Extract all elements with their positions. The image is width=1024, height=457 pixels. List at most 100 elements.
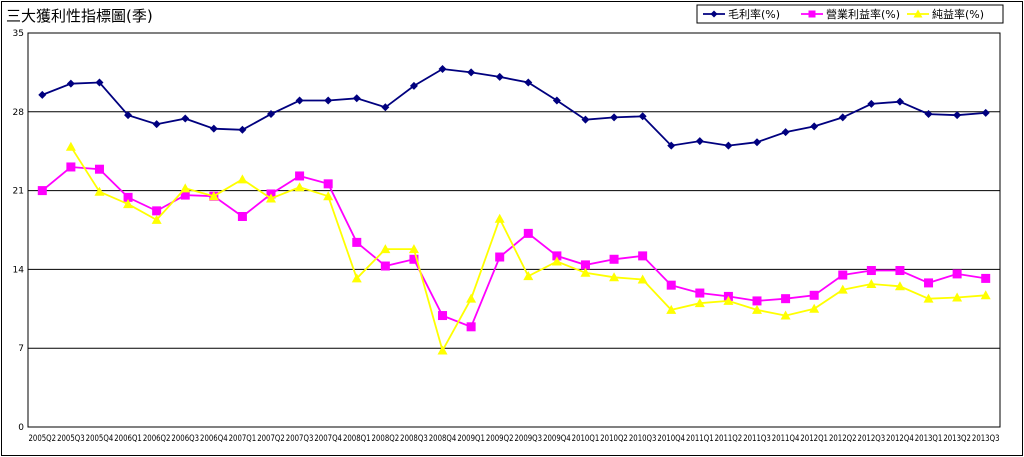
x-tick-label: 2013Q3: [972, 434, 1000, 444]
y-tick-label: 7: [18, 344, 24, 354]
y-axis: 0 7 14 21 28 35: [13, 29, 25, 433]
data-point: [180, 183, 191, 193]
data-point: [37, 186, 47, 196]
data-point: [208, 191, 219, 201]
x-tick-label: 2007Q2: [257, 434, 285, 444]
data-point: [209, 124, 218, 133]
data-point: [752, 304, 762, 314]
data-point: [295, 171, 305, 181]
y-tick-label: 21: [13, 187, 24, 197]
x-tick-label: 2012Q1: [800, 434, 828, 444]
data-point: [152, 120, 161, 129]
x-tick-label: 2008Q2: [372, 434, 400, 444]
legend-label: 營業利益率(%): [826, 7, 900, 21]
legend-marker: [808, 10, 816, 18]
x-tick-label: 2011Q4: [772, 434, 800, 444]
data-point: [809, 290, 819, 300]
x-tick-label: 2008Q1: [343, 434, 371, 444]
data-point: [580, 267, 591, 277]
x-tick-label: 2010Q4: [657, 434, 685, 444]
data-point: [237, 211, 247, 221]
x-tick-label: 2011Q2: [715, 434, 743, 444]
data-point: [924, 110, 933, 119]
data-point: [638, 112, 647, 121]
data-point: [810, 122, 819, 131]
x-tick-label: 2010Q2: [600, 434, 628, 444]
data-point: [838, 270, 848, 280]
data-point: [323, 179, 333, 189]
data-point: [753, 138, 761, 147]
x-tick-label: 2006Q3: [171, 434, 199, 444]
data-point: [438, 65, 447, 74]
x-tick-label: 2011Q3: [743, 434, 771, 444]
data-point: [381, 103, 390, 112]
y-tick-label: 35: [13, 29, 24, 39]
y-tick-label: 0: [18, 423, 24, 433]
x-tick-label: 2012Q4: [886, 434, 914, 444]
data-point: [95, 78, 104, 87]
series-line: [41, 166, 986, 328]
x-tick-label: 2006Q1: [114, 434, 142, 444]
x-tick-label: 2005Q4: [86, 434, 114, 444]
data-point: [637, 274, 648, 284]
data-point: [66, 162, 76, 172]
data-point: [295, 96, 304, 105]
x-tick-label: 2013Q2: [943, 434, 971, 444]
data-point: [980, 290, 991, 300]
data-point: [981, 108, 990, 117]
data-point: [695, 137, 704, 146]
data-point: [952, 269, 962, 279]
data-point: [666, 304, 677, 314]
x-tick-label: 2012Q2: [829, 434, 857, 444]
data-point: [494, 213, 505, 223]
legend-label: 毛利率(%): [728, 7, 780, 21]
data-point: [352, 94, 361, 103]
data-point: [866, 266, 876, 276]
data-point: [380, 261, 390, 271]
data-point: [152, 206, 162, 216]
data-point: [524, 78, 533, 87]
y-tick-label: 14: [13, 265, 25, 275]
data-point: [724, 141, 733, 150]
data-point: [467, 68, 476, 77]
x-tick-label: 2005Q2: [28, 434, 56, 444]
data-point: [580, 260, 590, 270]
series-3: [65, 141, 991, 355]
data-point: [180, 190, 190, 200]
data-point: [351, 273, 362, 283]
data-point: [581, 115, 590, 124]
legend-box: [696, 4, 1004, 24]
x-axis: 2005Q2 2005Q3 2005Q4 2006Q1 2006Q2 2006Q3 2006…: [28, 434, 999, 444]
data-point: [238, 125, 247, 134]
x-tick-label: 2006Q4: [200, 434, 228, 444]
data-point: [895, 97, 904, 106]
chart-title: 三大獲利性指標圖(季): [6, 7, 153, 25]
data-point: [552, 251, 562, 261]
data-point: [294, 182, 305, 192]
data-point: [953, 111, 962, 120]
x-tick-label: 2013Q1: [915, 434, 943, 444]
legend: 毛利率(%) 營業利益率(%) 純益率(%): [696, 4, 1004, 24]
data-point: [380, 244, 391, 254]
x-tick-label: 2007Q1: [229, 434, 257, 444]
data-point: [437, 345, 448, 355]
data-point: [551, 256, 562, 266]
x-tick-label: 2011Q1: [686, 434, 714, 444]
data-point: [123, 199, 134, 209]
data-point: [781, 294, 791, 304]
data-point: [695, 288, 705, 298]
data-point: [123, 192, 133, 202]
x-tick-label: 2008Q4: [429, 434, 457, 444]
data-point: [666, 280, 676, 290]
data-point: [438, 311, 448, 321]
series-1: [38, 65, 990, 150]
x-tick-label: 2009Q4: [543, 434, 571, 444]
data-point: [609, 272, 620, 282]
data-point: [780, 310, 791, 320]
legend-entry: 毛利率(%): [703, 7, 780, 21]
grid-lines: [28, 111, 1000, 349]
legend-entry: 純益率(%): [907, 7, 984, 21]
data-point: [94, 164, 104, 174]
